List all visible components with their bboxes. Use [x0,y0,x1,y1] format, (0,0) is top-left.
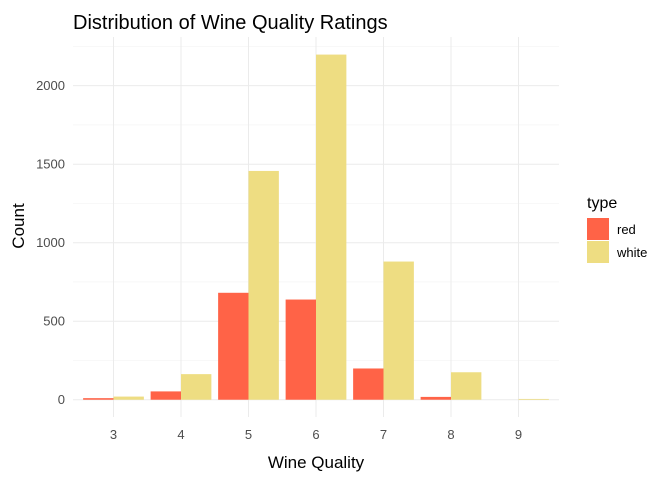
x-tick-label: 3 [110,427,117,442]
bar-red-6 [285,299,316,400]
bar-white-8 [451,372,482,400]
y-axis-label: Count [9,203,28,249]
bar-red-5 [218,292,249,400]
bars [83,54,549,400]
bar-white-3 [113,396,144,400]
x-axis-label: Wine Quality [268,453,365,472]
y-tick-label: 1000 [36,235,65,250]
bar-white-5 [248,170,279,400]
y-tick-label: 500 [43,314,65,329]
legend-title: type [587,195,617,212]
x-tick-label: 8 [447,427,454,442]
chart-title: Distribution of Wine Quality Ratings [73,12,388,34]
x-tick-label: 4 [177,427,184,442]
x-tick-label: 9 [515,427,522,442]
legend-label-red: red [617,222,636,237]
bar-red-4 [150,391,181,400]
x-tick-label: 5 [245,427,252,442]
legend: type red white [587,195,647,263]
legend-key-red [587,218,609,240]
y-tick-label: 1500 [36,157,65,172]
bar-white-6 [316,54,347,400]
bar-red-8 [420,396,451,400]
y-tick-label: 0 [58,392,65,407]
legend-key-white [587,241,609,263]
bar-red-3 [83,398,114,400]
bar-red-7 [353,368,384,400]
bar-white-7 [383,261,414,400]
y-tick-label: 2000 [36,78,65,93]
bar-white-4 [181,374,212,400]
bar-white-9 [518,398,549,400]
x-tick-label: 7 [380,427,387,442]
legend-label-white: white [616,245,647,260]
ticks: 0 500 1000 1500 2000 3 4 5 6 7 8 9 [36,78,522,442]
x-tick-label: 6 [312,427,319,442]
